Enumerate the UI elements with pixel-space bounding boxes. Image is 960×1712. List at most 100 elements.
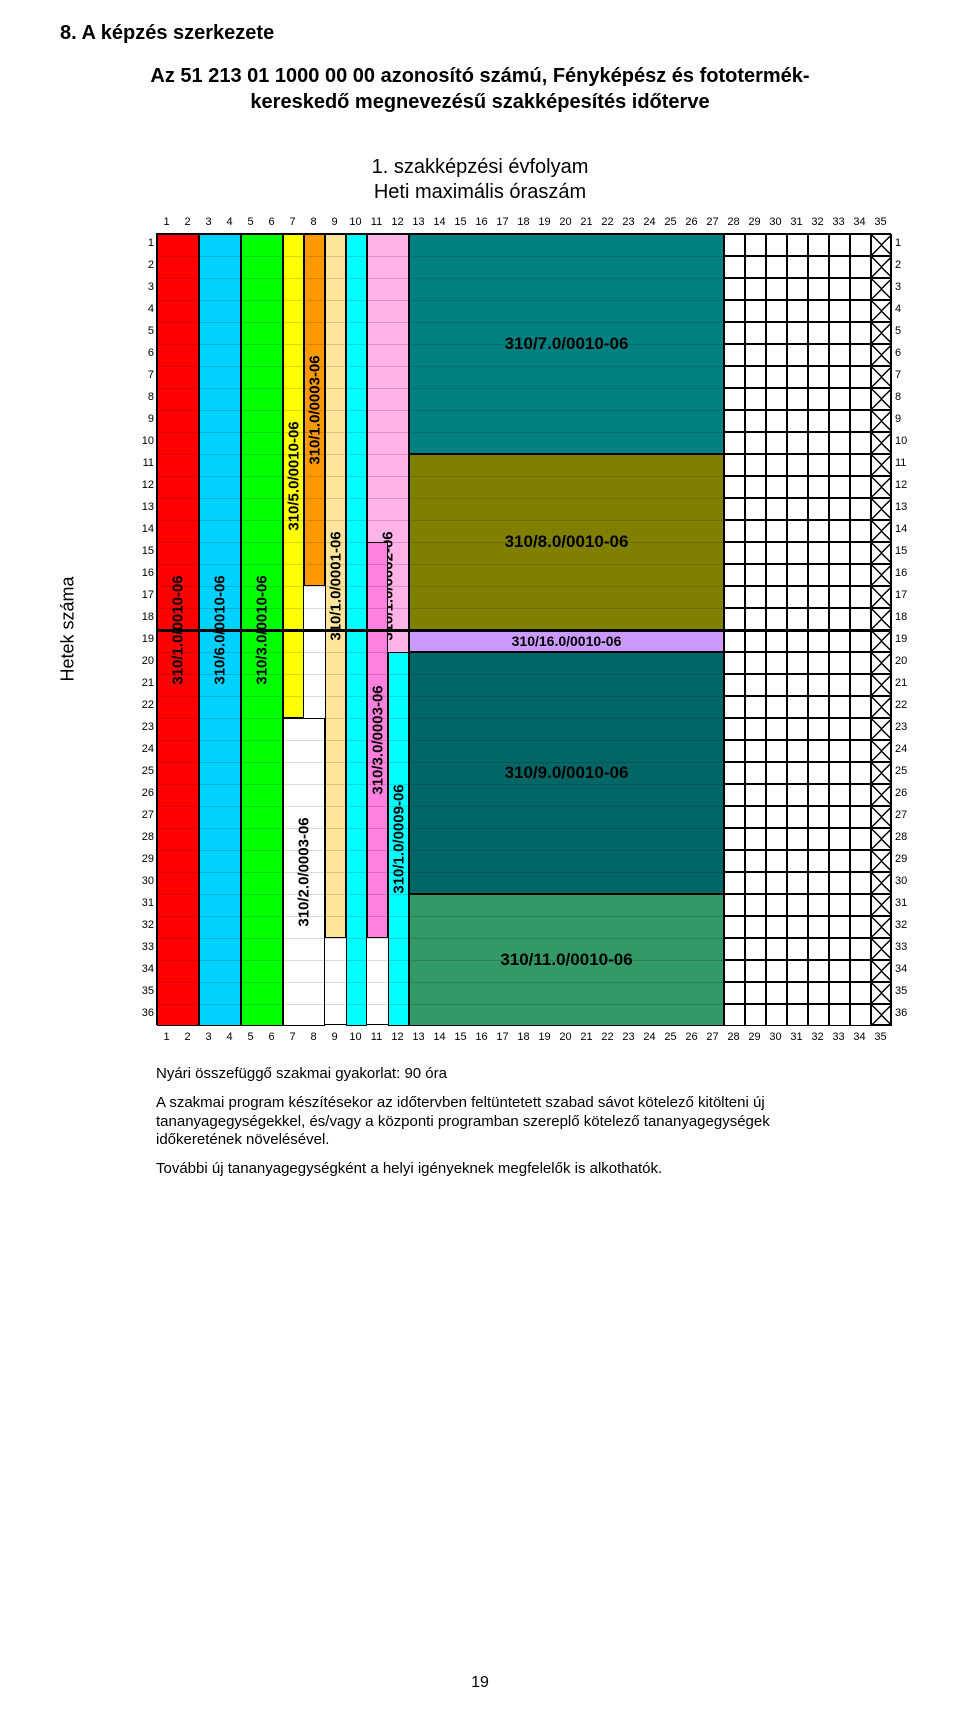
free-cell [745,234,766,256]
free-cell [745,696,766,718]
free-cell [745,1004,766,1026]
free-cell [724,454,745,476]
free-cell [724,630,745,652]
free-cell [724,960,745,982]
free-cell [745,674,766,696]
free-cell [850,806,871,828]
free-cell [766,1004,787,1026]
free-cell [745,476,766,498]
free-cell [850,828,871,850]
free-cell [808,454,829,476]
row-label-left: 29 [128,854,154,865]
free-cell [787,850,808,872]
free-cell [850,784,871,806]
free-cell [766,432,787,454]
free-cell [808,300,829,322]
row-label-right: 5 [895,326,921,337]
row-label-left: 2 [128,260,154,271]
free-cell [745,806,766,828]
row-line [157,872,892,873]
free-cell [745,432,766,454]
free-cell [787,234,808,256]
free-cell [766,630,787,652]
row-line [157,388,892,389]
row-label-right: 29 [895,854,921,865]
free-cell [808,982,829,1004]
free-cell [745,938,766,960]
row-label-left: 13 [128,502,154,513]
free-cell [724,366,745,388]
hatch-cell [871,322,892,344]
free-cell [829,652,850,674]
col-label-top: 14 [429,217,450,228]
row-label-left: 16 [128,568,154,579]
row-label-left: 21 [128,678,154,689]
free-cell [850,872,871,894]
col-label-top: 29 [744,217,765,228]
col-label-top: 35 [870,217,891,228]
free-cell [724,828,745,850]
row-label-right: 27 [895,810,921,821]
free-cell [766,762,787,784]
row-label-left: 8 [128,392,154,403]
col-label-bottom: 30 [765,1032,786,1043]
col-label-bottom: 1 [156,1032,177,1043]
free-cell [766,850,787,872]
free-cell [787,344,808,366]
free-cell [745,520,766,542]
row-line [157,806,892,807]
col-label-bottom: 33 [828,1032,849,1043]
free-cell [766,344,787,366]
free-cell [766,938,787,960]
free-cell [724,278,745,300]
hatch-cell [871,718,892,740]
free-cell [808,630,829,652]
row-label-right: 32 [895,920,921,931]
free-cell [745,278,766,300]
hatch-cell [871,476,892,498]
free-cell [808,1004,829,1026]
free-cell [724,982,745,1004]
row-label-right: 36 [895,1008,921,1019]
free-cell [808,520,829,542]
row-line [157,322,892,323]
col-label-top: 7 [282,217,303,228]
free-cell [787,410,808,432]
row-label-left: 30 [128,876,154,887]
hatch-cell [871,256,892,278]
col-label-bottom: 5 [240,1032,261,1043]
hatch-cell [871,366,892,388]
free-cell [745,718,766,740]
free-cell [766,300,787,322]
free-cell [766,410,787,432]
row-line [157,784,892,785]
row-line [157,674,892,675]
free-cell [787,696,808,718]
free-cell [787,608,808,630]
free-cell [745,498,766,520]
chart-heading: 1. szakképzési évfolyam Heti maximális ó… [60,155,900,205]
row-label-right: 16 [895,568,921,579]
grid: 310/1.0/0010-06310/6.0/0010-06310/3.0/00… [156,233,891,1025]
row-label-right: 13 [895,502,921,513]
hatch-cell [871,894,892,916]
row-line [157,410,892,411]
free-cell [829,432,850,454]
free-cell [787,300,808,322]
free-cell [808,586,829,608]
col-label-top: 12 [387,217,408,228]
hatch-cell [871,432,892,454]
free-cell [745,300,766,322]
col-label-bottom: 31 [786,1032,807,1043]
free-cell [724,872,745,894]
row-label-left: 27 [128,810,154,821]
free-cell [787,960,808,982]
free-cell [850,630,871,652]
row-label-left: 9 [128,414,154,425]
row-line [157,850,892,851]
module-block: 310/1.0/0009-06 [388,652,409,1026]
free-cell [829,608,850,630]
free-cell [850,322,871,344]
free-cell [829,894,850,916]
free-cell [724,784,745,806]
